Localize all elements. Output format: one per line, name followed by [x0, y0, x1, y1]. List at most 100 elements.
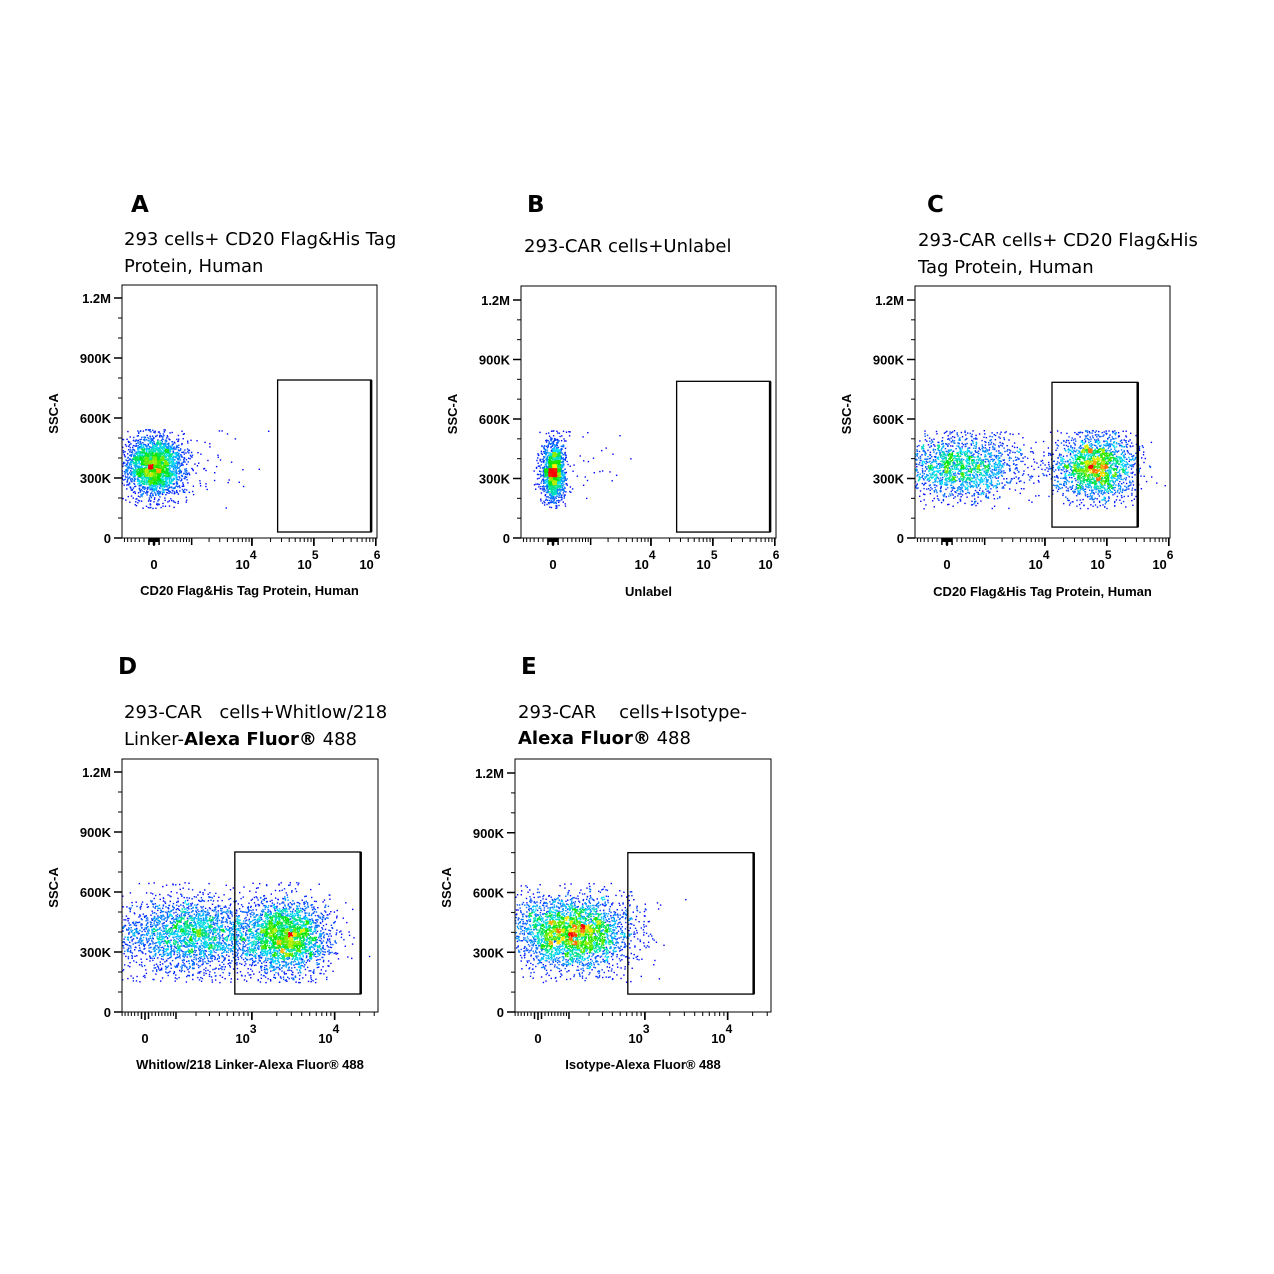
event-dot [1046, 475, 1048, 477]
event-dot [167, 446, 169, 448]
event-dot [159, 491, 162, 494]
event-dot [145, 439, 148, 441]
event-dot [548, 435, 551, 437]
event-dot [168, 446, 170, 449]
event-dot [149, 440, 151, 443]
event-dot [149, 475, 151, 477]
event-dot [164, 475, 166, 477]
y-tick-label: 0 [104, 531, 111, 546]
event-dot [911, 449, 912, 450]
event-dot [1090, 504, 1092, 506]
event-dot [142, 445, 145, 448]
event-dot [160, 466, 163, 468]
event-dot [1009, 488, 1011, 490]
event-dot [137, 483, 139, 485]
event-dot [543, 469, 545, 471]
event-dot [199, 482, 201, 485]
event-dot [230, 461, 233, 463]
event-dot [612, 453, 614, 455]
event-dot [195, 472, 197, 474]
event-dot [912, 431, 913, 432]
event-dot [152, 507, 154, 510]
event-dot [171, 453, 173, 455]
event-dot [182, 433, 185, 435]
event-dot [183, 456, 185, 459]
event-dot [959, 480, 961, 482]
event-dot [546, 483, 548, 485]
event-dot [912, 466, 913, 467]
event-dot [1151, 476, 1153, 478]
event-dot [160, 459, 162, 461]
event-dot [138, 467, 140, 469]
event-dot [168, 438, 170, 440]
event-dot [127, 461, 129, 464]
event-dot [1126, 450, 1128, 452]
event-dot [936, 485, 938, 487]
event-dot [1093, 501, 1095, 503]
event-dot [151, 490, 153, 492]
event-dot [1117, 483, 1120, 485]
event-dot [154, 484, 156, 487]
event-dot [152, 482, 154, 484]
event-dot [1122, 481, 1125, 484]
event-dot [153, 478, 156, 480]
event-dot [1071, 477, 1073, 479]
event-dot [117, 468, 118, 469]
event-dot [138, 471, 141, 473]
x-tick-label: 10 [696, 557, 710, 572]
event-dot [1030, 465, 1033, 467]
event-dot [1087, 507, 1089, 510]
event-dot [976, 438, 978, 440]
event-dot [183, 460, 185, 462]
event-dot [1084, 491, 1087, 493]
event-dot [552, 448, 554, 450]
x-axis-label: Unlabel [625, 584, 672, 599]
event-dot [1024, 456, 1026, 458]
event-dot [157, 460, 160, 462]
event-dot [1092, 505, 1094, 507]
event-dot [131, 477, 133, 480]
event-dot [172, 477, 174, 479]
event-dot [933, 444, 935, 446]
event-dot [159, 447, 162, 449]
event-dot [160, 468, 162, 470]
event-dot [133, 454, 135, 456]
event-dot [130, 443, 132, 445]
event-dot [1028, 499, 1030, 501]
event-dot [546, 484, 549, 487]
event-dot [221, 430, 223, 432]
event-dot [169, 482, 171, 484]
event-dot [136, 469, 138, 471]
event-dot [137, 456, 139, 458]
event-dot [135, 451, 137, 453]
panel-letter: A [131, 192, 149, 218]
event-dot [569, 490, 571, 493]
event-dot [553, 461, 556, 464]
event-dot [542, 479, 544, 481]
event-dot [548, 457, 551, 459]
event-dot [185, 452, 187, 454]
event-dot [559, 488, 561, 490]
event-dot [147, 447, 150, 450]
event-dot [134, 476, 136, 478]
event-dot [1057, 477, 1059, 479]
event-dot [175, 477, 178, 480]
event-dot [1022, 437, 1024, 439]
event-dot [167, 484, 169, 487]
event-dot [541, 445, 543, 447]
event-dot [546, 477, 549, 479]
event-dot [157, 463, 160, 466]
event-dot [556, 500, 558, 502]
event-dot [1120, 474, 1122, 477]
event-dot [555, 469, 558, 471]
event-dot [127, 468, 130, 470]
event-dot [998, 445, 1000, 447]
event-dot [981, 439, 983, 442]
event-dot [180, 472, 182, 474]
event-dot [163, 431, 166, 433]
event-dot [972, 430, 974, 432]
event-dot [213, 479, 216, 482]
event-dot [903, 449, 904, 450]
event-dot [1103, 440, 1105, 443]
